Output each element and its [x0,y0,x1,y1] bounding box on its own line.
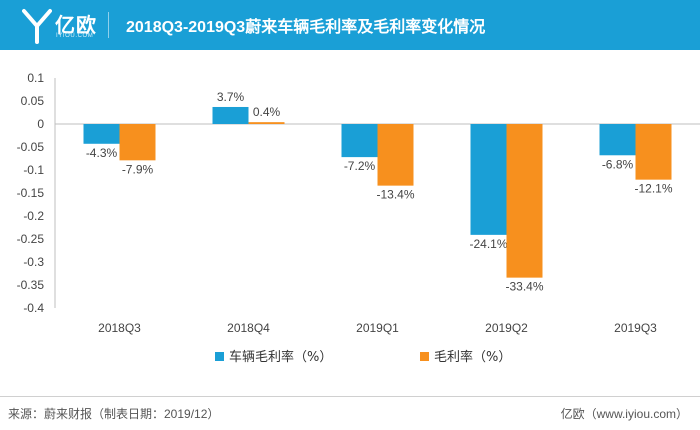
x-tick-label: 2018Q3 [98,321,141,335]
y-tick-label: -0.15 [17,186,45,200]
bar-vehicle-margin [83,124,120,144]
legend-swatch [420,352,429,361]
data-label: -33.4% [505,280,543,294]
header-divider [108,12,109,38]
y-tick-label: 0.1 [27,71,44,85]
y-tick-label: -0.1 [23,163,44,177]
data-label: 0.4% [253,105,281,119]
header-banner: 亿欧 IYIOU.COM 2018Q3-2019Q3蔚来车辆毛利率及毛利率变化情… [0,0,700,50]
data-label: -4.3% [86,146,118,160]
source-note: 来源：蔚来财报（制表日期：2019/12） [8,407,220,421]
bar-vehicle-margin [212,106,249,124]
data-label: -7.2% [344,159,376,173]
x-tick-label: 2019Q2 [485,321,528,335]
x-tick-label: 2019Q3 [614,321,657,335]
y-tick-label: 0 [37,117,44,131]
data-label: -24.1% [469,237,507,251]
logo-y-icon [22,9,52,44]
bar-vehicle-margin [470,124,507,235]
bar-gross-margin [119,124,156,161]
legend-label: 毛利率（%） [434,349,511,365]
x-tick-label: 2019Q1 [356,321,399,335]
bar-gross-margin [377,124,414,186]
bar-gross-margin [506,124,543,278]
bar-vehicle-margin [599,124,636,156]
footer-brand: 亿欧（www.iyiou.com） [560,407,688,421]
legend-label: 车辆毛利率（%） [229,349,332,365]
y-tick-label: -0.05 [17,140,45,154]
bar-vehicle-margin [341,124,378,158]
legend-swatch [215,352,224,361]
data-label: -12.1% [634,182,672,196]
y-tick-label: -0.25 [17,232,45,246]
data-label: -6.8% [602,157,634,171]
bar-gross-margin [248,122,285,124]
y-tick-label: -0.4 [23,301,44,315]
y-tick-label: -0.3 [23,255,44,269]
data-label: 3.7% [217,90,245,104]
logo: 亿欧 IYIOU.COM [22,6,112,46]
y-tick-label: -0.35 [17,278,45,292]
x-tick-label: 2018Q4 [227,321,270,335]
y-tick-label: 0.05 [21,94,45,108]
logo-text: 亿欧 [55,15,97,37]
footer-divider [0,396,700,397]
data-label: -7.9% [122,162,154,176]
logo-subtext: IYIOU.COM [56,33,94,39]
bar-chart: 0.1 0.05 0 -0.05 -0.1 -0.15 -0.2 -0.25 -0.3 -0.35… [17,71,700,365]
data-label: -13.4% [376,188,414,202]
chart-title: 2018Q3-2019Q3蔚来车辆毛利率及毛利率变化情况 [126,19,486,36]
bar-gross-margin [635,124,672,180]
y-tick-label: -0.2 [23,209,44,223]
